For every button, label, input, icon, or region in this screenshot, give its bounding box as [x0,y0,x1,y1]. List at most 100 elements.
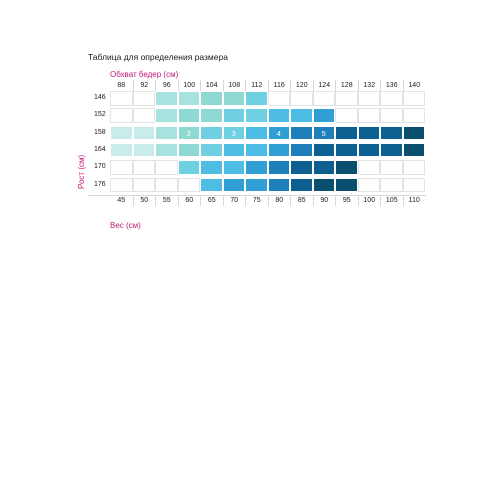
size-number: 2 [186,128,191,138]
size-cell [267,160,290,175]
size-cell [132,108,155,123]
size-cell [245,142,268,158]
size-cell [290,91,313,106]
size-cell [380,91,403,106]
size-cell [357,160,380,175]
height-value-146: 146 [94,94,106,101]
size-cell [245,108,268,123]
weight-footer-row: 45 50 55 60 65 70 75 80 85 90 95 100 105 110 [110,195,425,206]
hip-value-128: 128 [335,80,358,91]
size-cell [267,142,290,158]
size-number: 3 [231,128,236,138]
weight-value-95: 95 [335,195,358,206]
weight-value-90: 90 [312,195,336,206]
hip-value-116: 116 [267,80,291,91]
hip-value-108: 108 [222,80,246,91]
weight-value-80: 80 [267,195,291,206]
size-cell [312,108,335,123]
size-cell [110,108,133,123]
size-cell [245,125,268,141]
size-number: 5 [321,128,326,138]
size-cell [245,91,268,106]
weight-value-50: 50 [132,195,156,206]
size-cell [267,91,290,106]
weight-value-110: 110 [402,195,426,206]
size-cell [335,125,358,141]
size-cell [155,177,178,192]
size-cell [312,91,335,106]
size-cell [312,160,335,175]
hip-value-120: 120 [290,80,313,91]
size-cell [357,142,380,158]
size-cell [245,177,268,192]
height-row-176: 176 [88,177,425,192]
size-cell [222,91,245,106]
size-cell [380,177,403,192]
height-row-158: 158 2 3 4 5 [88,125,425,141]
size-cell [290,125,313,141]
size-cell [110,91,133,106]
size-cell [155,160,178,175]
height-value-152: 152 [94,111,106,119]
height-row-146: 146 [88,91,425,106]
chart-title: Таблица для определения размера [88,52,228,62]
size-cell [312,177,335,192]
hip-value-112: 112 [245,80,268,91]
size-cell [155,108,178,123]
size-cell [132,160,155,175]
size-cell [312,142,335,158]
size-cell [155,125,178,141]
size-cell [110,160,133,175]
size-cell [200,142,223,158]
weight-value-55: 55 [155,195,178,206]
size-cell [335,91,358,106]
size-cell [290,177,313,192]
height-value-164: 164 [94,145,106,153]
hip-value-124: 124 [312,80,336,91]
height-value-158: 158 [94,128,106,136]
size-cell [402,108,425,123]
size-cell [290,142,313,158]
size-cell [177,91,200,106]
hip-value-132: 132 [357,80,381,91]
size-cell [177,177,200,192]
size-cell [177,160,200,175]
hip-value-96: 96 [155,80,178,91]
size-cell [402,125,425,141]
height-axis-label: Рост (см) [77,154,86,189]
size-cell [402,160,425,175]
size-cell [132,91,155,106]
size-cell [132,177,155,192]
size-cell [402,177,425,192]
size-cell [177,108,200,123]
size-cell [200,108,223,123]
size-cell [380,125,403,141]
size-cell [110,142,133,158]
height-row-164: 164 [88,142,425,158]
size-cell: 5 [312,125,335,141]
size-cell: 3 [222,125,245,141]
size-cell [110,125,133,141]
size-cell [132,125,155,141]
size-cell: 4 [267,125,290,141]
size-cell [335,177,358,192]
size-cell [200,177,223,192]
weight-axis-label: Вес (см) [110,221,141,230]
size-cell: 2 [177,125,200,141]
size-number: 4 [276,128,281,138]
size-cell [402,142,425,158]
size-cell [357,108,380,123]
size-cell [222,142,245,158]
height-value-176: 176 [94,180,106,188]
size-cell [335,160,358,175]
size-cell [110,177,133,192]
size-cell [200,125,223,141]
size-cell [357,125,380,141]
size-cell [222,160,245,175]
size-cell [177,142,200,158]
hip-header-row: 88 92 96 100 104 108 112 116 120 124 128 132 136 140 [110,80,425,91]
height-value-170: 170 [94,163,106,171]
weight-value-100: 100 [357,195,381,206]
size-cell [155,91,178,106]
size-cell [245,160,268,175]
